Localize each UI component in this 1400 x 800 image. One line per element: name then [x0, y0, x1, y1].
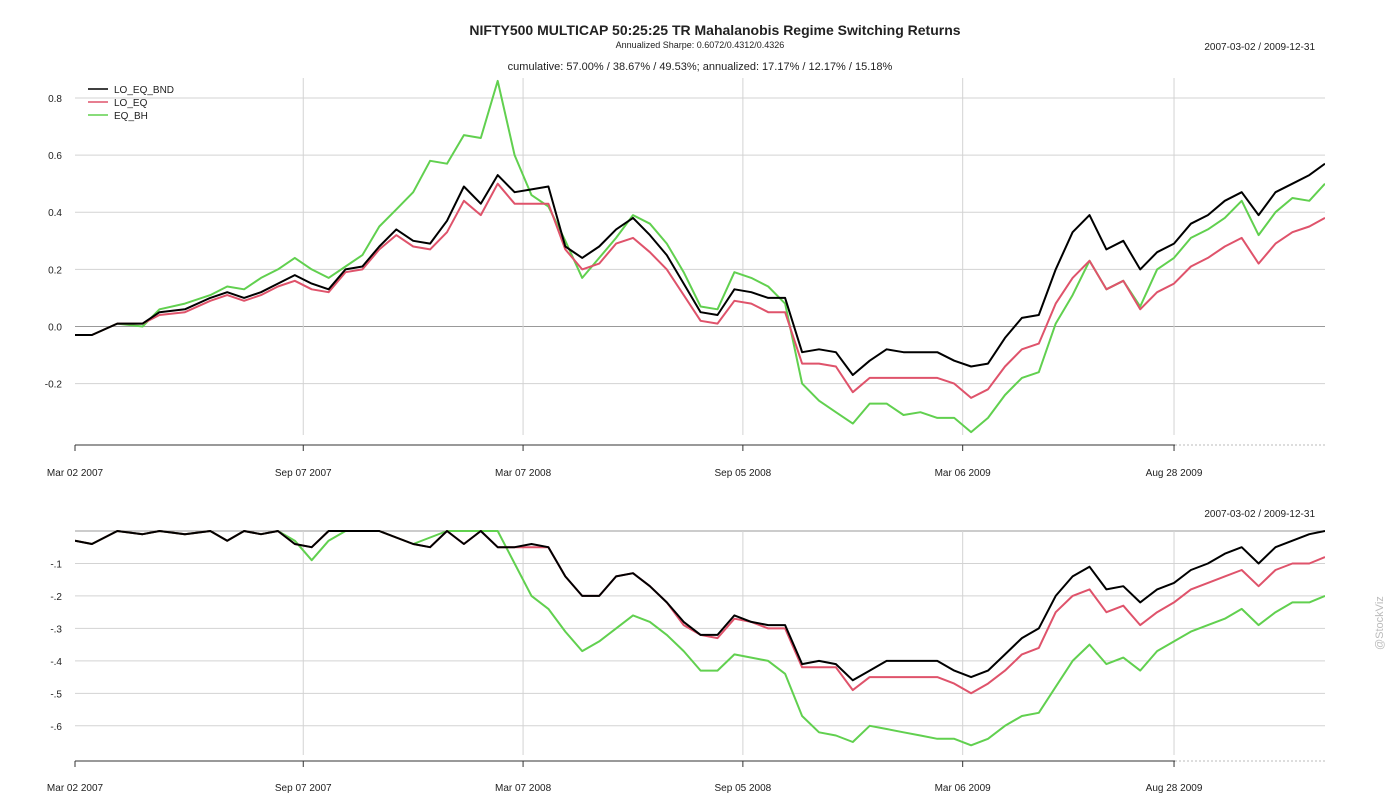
y-tick-label: 0.4	[48, 208, 62, 219]
bottom-date-range: 2007-03-02 / 2009-12-31	[1204, 509, 1315, 520]
y-tick-label: -.1	[50, 559, 62, 570]
x-tick-label: Mar 07 2008	[495, 783, 552, 794]
series-line-lo-eq-bnd	[75, 530, 1325, 682]
legend-label-lo-eq-bnd: LO_EQ_BND	[114, 85, 174, 96]
y-tick-label: 0.8	[48, 94, 62, 105]
x-tick-label: Mar 07 2008	[495, 468, 552, 479]
cumulative-returns-panel: -0.2 0.0 0.2 0.4 0.6 0.8 Mar 02 2007 Sep 07 200…	[45, 78, 1325, 479]
y-tick-label: -0.2	[45, 380, 63, 391]
y-tick-label: -.5	[50, 689, 62, 700]
legend: LO_EQ_BND LO_EQ EQ_BH	[88, 85, 174, 122]
legend-label-eq-bh: EQ_BH	[114, 111, 148, 122]
sharpe-subtitle: Annualized Sharpe: 0.6072/0.4312/0.4326	[616, 40, 785, 50]
stats-line: cumulative: 57.00% / 38.67% / 49.53%; an…	[508, 61, 893, 73]
y-tick-label: 0.0	[48, 322, 62, 333]
x-tick-label: Mar 02 2007	[47, 783, 104, 794]
x-tick-label: Mar 06 2009	[935, 468, 992, 479]
y-tick-label: 0.6	[48, 151, 62, 162]
x-tick-label: Mar 02 2007	[47, 468, 104, 479]
legend-label-lo-eq: LO_EQ	[114, 98, 148, 109]
y-tick-label: 0.2	[48, 265, 62, 276]
x-tick-label: Sep 07 2007	[275, 468, 332, 479]
series-line-eq-bh	[75, 79, 1325, 434]
chart-title: NIFTY500 MULTICAP 50:25:25 TR Mahalanobi…	[469, 22, 960, 38]
x-tick-label: Sep 05 2008	[715, 783, 772, 794]
drawdown-panel: -.6 -.5 -.4 -.3 -.2 -.1 Mar 02 2007 Sep 07 2007…	[47, 530, 1325, 794]
y-tick-label: -.4	[50, 657, 62, 668]
y-tick-label: -.6	[50, 722, 62, 733]
x-tick-label: Sep 07 2007	[275, 783, 332, 794]
y-tick-label: -.2	[50, 592, 62, 603]
top-date-range: 2007-03-02 / 2009-12-31	[1204, 42, 1315, 53]
series-line-lo-eq	[75, 182, 1325, 399]
series-line-lo-eq-bnd	[75, 162, 1325, 376]
stockviz-watermark: @StockViz	[1374, 596, 1386, 650]
x-tick-label: Sep 05 2008	[715, 468, 772, 479]
x-tick-label: Mar 06 2009	[935, 783, 992, 794]
series-line-eq-bh	[75, 530, 1325, 747]
y-tick-label: -.3	[50, 624, 62, 635]
x-tick-label: Aug 28 2009	[1146, 468, 1203, 479]
x-tick-label: Aug 28 2009	[1146, 783, 1203, 794]
